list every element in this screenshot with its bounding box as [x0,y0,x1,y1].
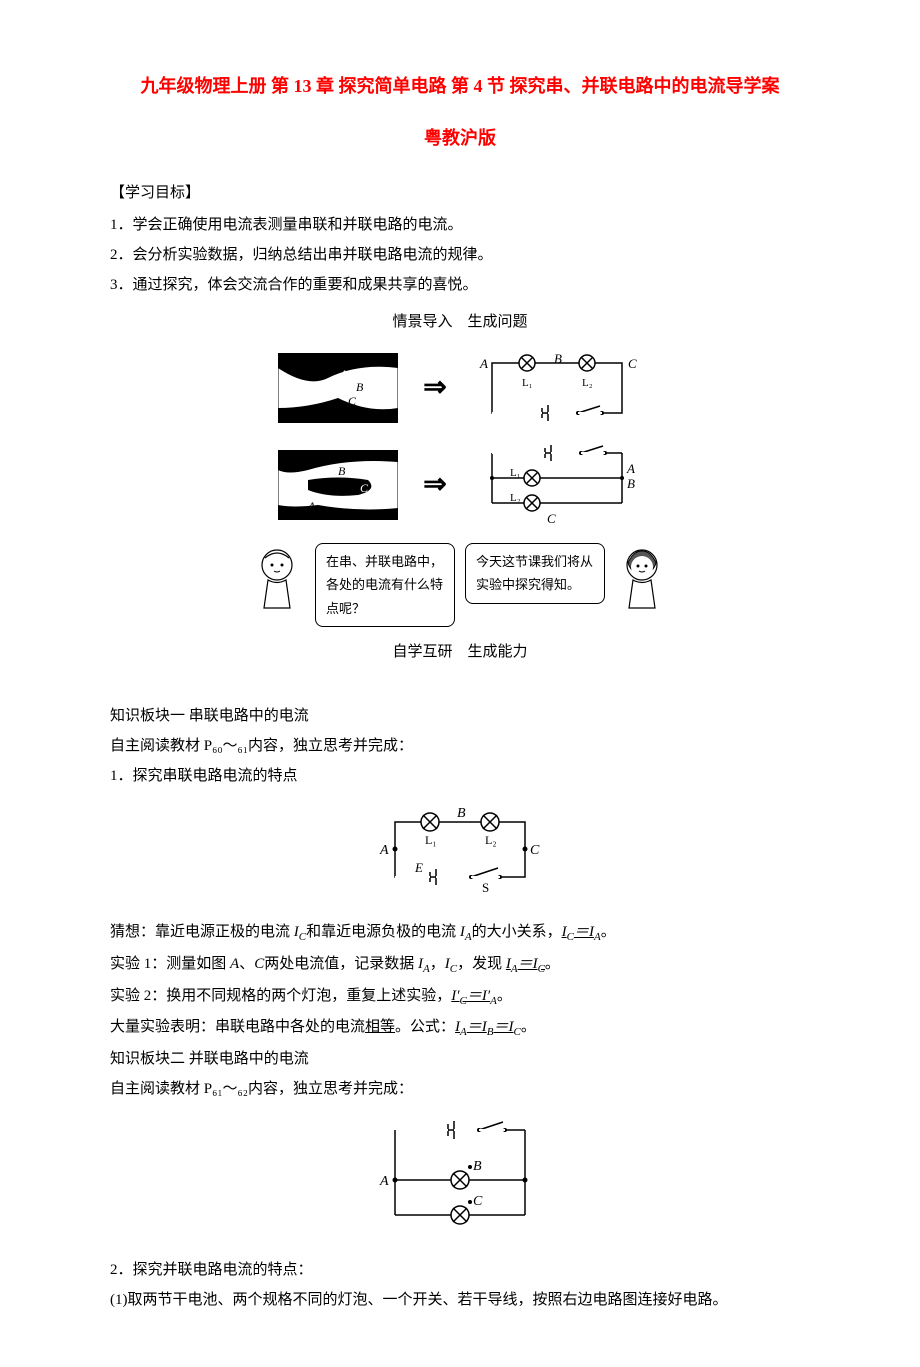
svg-text:A: A [626,461,635,476]
parallel-circuit-diagram: L₁ L₂ A B C [472,438,642,533]
speech-bubble-row: 在串、并联电路中，各处的电流有什么特点呢？ 今天这节课我们将从实验中探究得知。 [80,543,840,627]
block1-task: 1．探究串联电路电流的特点 [80,763,840,790]
svg-text:B: B [356,380,364,394]
conclusion-suffix: 。 [521,1019,536,1035]
self-study-heading: 自学互研 生成能力 [80,639,840,666]
svg-text:C: C [360,481,369,495]
parallel-circuit-svg: B A C [365,1115,555,1235]
block1-reading: 自主阅读教材 P₆₀～₆₁内容，独立思考并完成： [80,733,840,760]
svg-text:B: B [554,351,562,366]
figure-row-series: A B C ⇒ A L₁ B L₂ C [80,348,840,428]
objective-1: 1．学会正确使用电流表测量串联和并联电路的电流。 [80,212,840,239]
block1-exp1: 实验 1：测量如图 A、C两处电流值，记录数据 IA，IC，发现 IA＝IC。 [80,951,840,980]
conclusion-mid: 。公式： [395,1019,455,1035]
block2-title: 知识板块二 并联电路中的电流 [80,1046,840,1073]
svg-text:A: A [379,843,389,858]
document-title: 九年级物理上册 第 13 章 探究简单电路 第 4 节 探究串、并联电路中的电流… [80,70,840,102]
svg-text:L₂: L₂ [485,833,497,847]
svg-text:L₁: L₁ [425,833,437,847]
svg-text:A: A [307,499,316,513]
series-circuit-svg: L₁ B L₂ A C E S [370,802,550,897]
svg-text:L₂: L₂ [510,492,521,504]
svg-text:C: C [628,356,637,371]
student-left-icon [250,543,305,618]
svg-text:C: C [547,511,556,526]
svg-text:B: B [627,476,635,491]
svg-text:C: C [530,843,540,858]
conclusion-formula: IA＝IB＝IC [455,1019,521,1035]
series-circuit-diagram: A L₁ B L₂ C [472,348,642,428]
river-parallel-image: B C A [278,450,398,520]
river-series-image: A B C [278,353,398,423]
parallel-circuit-figure: B A C [80,1115,840,1245]
svg-text:L₁: L₁ [510,467,521,479]
document-subtitle: 粤教沪版 [80,122,840,154]
svg-text:C: C [473,1194,483,1209]
series-circuit-figure: L₁ B L₂ A C E S [80,802,840,907]
svg-text:A: A [479,356,488,371]
svg-text:E: E [414,860,423,875]
conclusion-underline: 相等 [365,1019,395,1035]
speech-bubble-left: 在串、并联电路中，各处的电流有什么特点呢？ [315,543,455,627]
block2-step1: (1)取两节干电池、两个规格不同的灯泡、一个开关、若干导线，按照右边电路图连接好… [80,1287,840,1314]
svg-text:S: S [482,880,489,895]
objective-3: 3．通过探究，体会交流合作的重要和成果共享的喜悦。 [80,272,840,299]
svg-text:B: B [473,1159,482,1174]
objectives-header: 【学习目标】 [80,180,840,207]
block1-exp2: 实验 2：换用不同规格的两个灯泡，重复上述实验，I′C＝I′A。 [80,983,840,1012]
svg-text:A: A [379,1174,389,1189]
intro-figures: A B C ⇒ A L₁ B L₂ C [80,348,840,627]
block1-title: 知识板块一 串联电路中的电流 [80,703,840,730]
svg-text:L₁: L₁ [522,377,533,389]
objective-2: 2．会分析实验数据，归纳总结出串并联电路电流的规律。 [80,242,840,269]
svg-text:L₂: L₂ [582,377,593,389]
svg-text:A: A [339,367,348,381]
svg-text:B: B [457,806,466,821]
speech-bubble-right: 今天这节课我们将从实验中探究得知。 [465,543,605,604]
svg-text:C: C [348,394,357,408]
block2-task: 2．探究并联电路电流的特点： [80,1257,840,1284]
block1-hypothesis: 猜想：靠近电源正极的电流 IC和靠近电源负极的电流 IA的大小关系，IC＝IA。 [80,919,840,948]
conclusion-prefix: 大量实验表明：串联电路中各处的电流 [110,1019,365,1035]
arrow-icon: ⇒ [423,460,446,510]
student-right-icon [615,543,670,618]
block2-reading: 自主阅读教材 P₆₁～₆₂内容，独立思考并完成： [80,1076,840,1103]
svg-text:B: B [338,464,346,478]
arrow-icon: ⇒ [423,363,446,413]
block1-conclusion: 大量实验表明：串联电路中各处的电流相等。公式：IA＝IB＝IC。 [80,1014,840,1043]
figure-row-parallel: B C A ⇒ L₁ L₂ A B C [80,438,840,533]
scene-intro-heading: 情景导入 生成问题 [80,309,840,336]
